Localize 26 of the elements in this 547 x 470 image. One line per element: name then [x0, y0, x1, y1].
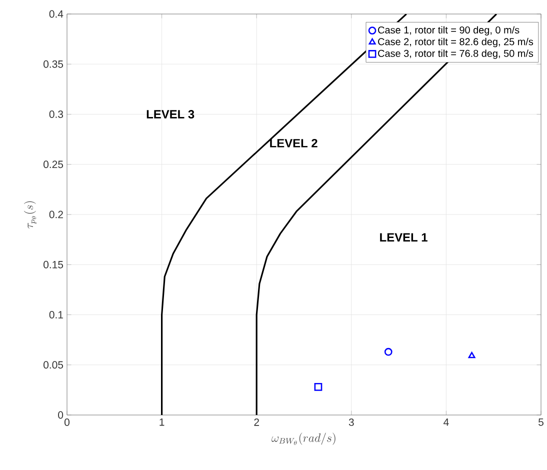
- x-tick-label: 2: [254, 418, 259, 426]
- x-tick-label: 4: [444, 418, 449, 426]
- legend-label: Case 1, rotor tilt = 90 deg, 0 m/s: [378, 26, 520, 36]
- x-tick-label: 1: [160, 418, 164, 426]
- y-axis-title: $\tau_{p_\theta}(s)$: [24, 201, 36, 229]
- y-tick-label: 0.05: [44, 361, 64, 369]
- annotation: LEVEL 3: [146, 110, 194, 118]
- y-tick-label: 0.3: [49, 110, 64, 118]
- x-tick-label: 3: [348, 418, 354, 426]
- x-tick-label: 0: [64, 418, 70, 426]
- legend-label: Case 2, rotor tilt = 82.6 deg, 25 m/s: [378, 38, 534, 48]
- y-tick-label: 0.4: [49, 10, 64, 18]
- y-tick-label: 0.25: [44, 160, 64, 168]
- y-tick-label: 0.35: [44, 60, 64, 68]
- y-tick-label: 0.2: [49, 210, 63, 218]
- annotation: LEVEL 2: [270, 138, 318, 148]
- x-axis-title: $\omega_{BW_\theta}(rad/s)$: [272, 432, 336, 445]
- legend-label: Case 3, rotor tilt = 76.8 deg, 50 m/s: [378, 50, 534, 59]
- x-tick-label: 5: [538, 418, 544, 426]
- y-tick-label: 0: [58, 411, 64, 419]
- y-tick-label: 0.15: [44, 260, 64, 268]
- annotation: LEVEL 1: [380, 233, 428, 242]
- point: [384, 348, 392, 356]
- point: [468, 352, 476, 358]
- point: [314, 382, 322, 391]
- y-tick-label: 0.1: [49, 311, 63, 318]
